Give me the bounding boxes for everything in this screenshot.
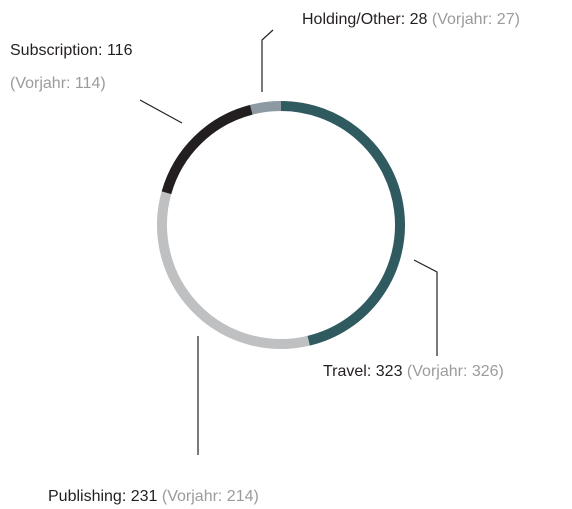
data-label: 28 bbox=[410, 11, 428, 28]
ring-segment bbox=[161, 104, 253, 195]
label: Holding/Other: 28 (Vorjahr: 27) bbox=[302, 11, 520, 28]
label: Travel: 323 (Vorjahr: 326) bbox=[323, 363, 504, 380]
data-label: 231 bbox=[131, 488, 158, 505]
data-label: 116 bbox=[107, 42, 133, 59]
label-name: Publishing: bbox=[48, 488, 126, 505]
ring-segment bbox=[250, 101, 282, 115]
label-name: Travel: bbox=[323, 363, 371, 380]
label-name: Holding/Other: bbox=[302, 11, 405, 28]
ring-segment bbox=[280, 101, 405, 346]
leader-line bbox=[139, 99, 183, 124]
label: Subscription: 116 bbox=[10, 42, 133, 59]
leader-lines bbox=[139, 29, 438, 455]
prior-label: (Vorjahr: 27) bbox=[432, 11, 520, 28]
leader-line bbox=[413, 259, 438, 356]
leader-line bbox=[261, 29, 274, 92]
data-label: 323 bbox=[376, 363, 403, 380]
label: Publishing: 231 (Vorjahr: 214) bbox=[48, 488, 259, 505]
ring-segment bbox=[157, 191, 310, 349]
prior-label: (Vorjahr: 326) bbox=[407, 363, 504, 380]
label-name: Subscription: bbox=[10, 42, 103, 59]
prior-label: (Vorjahr: 214) bbox=[162, 488, 259, 505]
prior-label: (Vorjahr: 114) bbox=[10, 75, 106, 92]
